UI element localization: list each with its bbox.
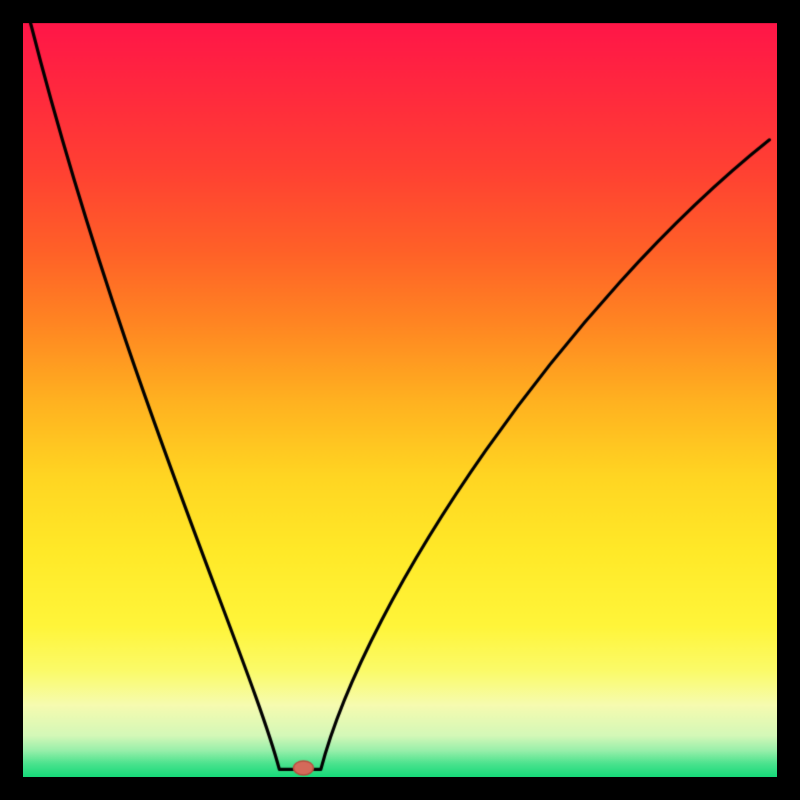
- frame-border-right: [777, 0, 800, 800]
- frame-border-left: [0, 0, 23, 800]
- frame-border-bottom: [0, 777, 800, 800]
- chart-stage: TheBottleneck.com: [0, 0, 800, 800]
- frame-border-top: [0, 0, 800, 23]
- bottleneck-curve: [0, 0, 800, 800]
